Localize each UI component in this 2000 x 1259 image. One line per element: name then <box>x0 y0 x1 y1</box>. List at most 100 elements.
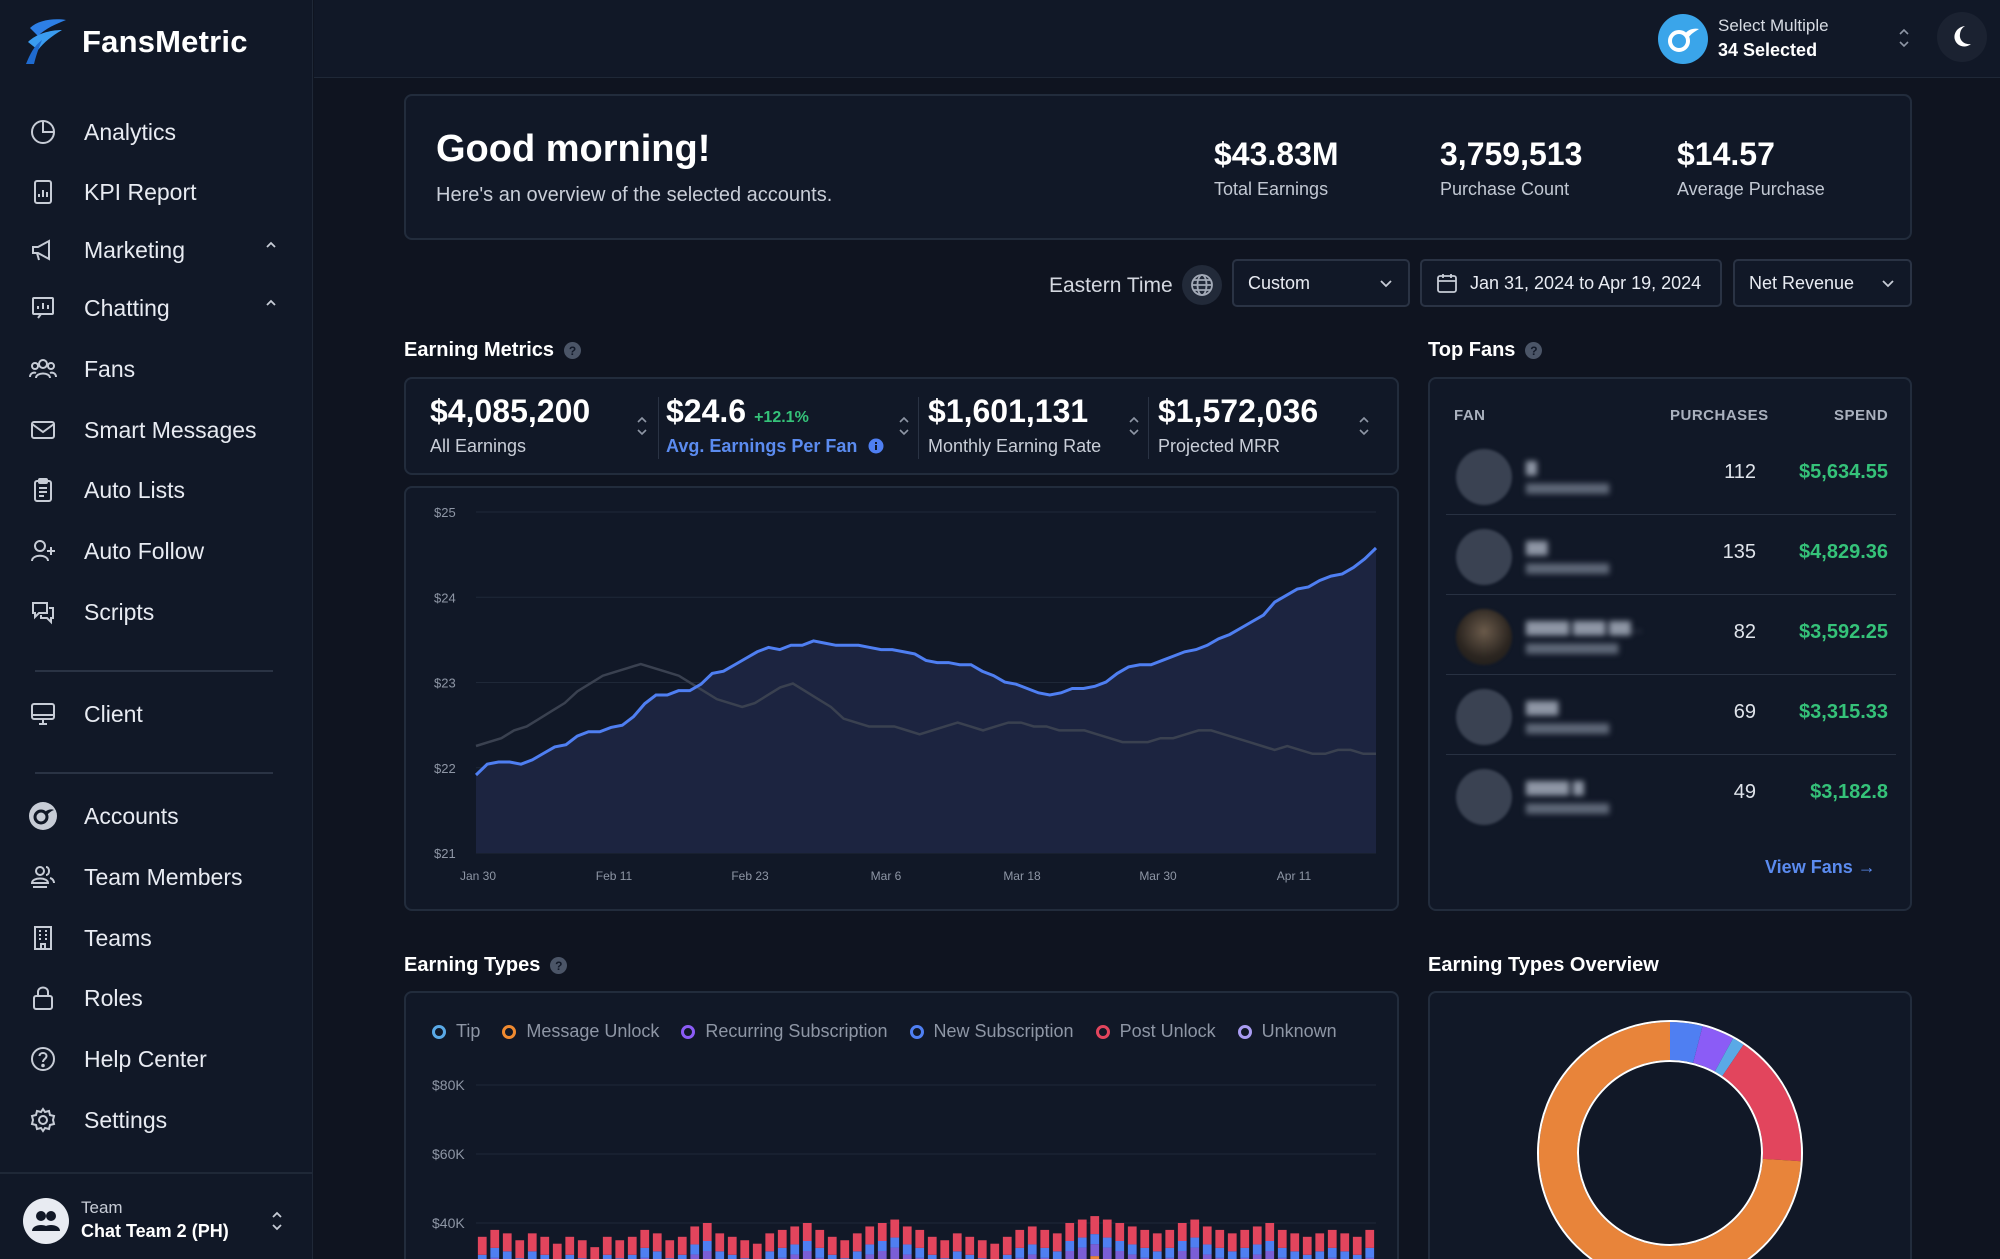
help-icon <box>28 1044 58 1074</box>
y-tick-label: $24 <box>434 590 456 605</box>
chevron-up-icon <box>266 299 276 306</box>
sidebar-item-help-center[interactable]: Help Center <box>28 1035 288 1083</box>
stacked-bar <box>677 1236 687 1259</box>
bar-segment-post-unlock <box>515 1240 525 1259</box>
metric-select[interactable]: Net Revenue <box>1733 259 1912 307</box>
bar-segment-post-unlock <box>502 1233 512 1252</box>
stacked-bar <box>1115 1223 1125 1259</box>
sidebar-item-roles[interactable]: Roles <box>28 974 288 1022</box>
help-icon[interactable]: ? <box>1525 342 1543 359</box>
bar-segment-new-subscription <box>815 1247 825 1258</box>
sidebar-item-accounts[interactable]: Accounts <box>28 792 288 840</box>
sidebar-item-settings[interactable]: Settings <box>28 1096 288 1144</box>
bar-segment-new-subscription <box>1115 1241 1125 1251</box>
bar-segment-recurring-subscription <box>1140 1257 1150 1259</box>
bar-segment-post-unlock <box>890 1219 900 1238</box>
stacked-bar <box>752 1243 762 1259</box>
stacked-bar <box>1327 1229 1337 1259</box>
x-tick-label: Mar 30 <box>1139 869 1177 883</box>
sidebar-item-team-members[interactable]: Team Members <box>28 853 288 901</box>
bar-segment-post-unlock <box>565 1236 575 1255</box>
legend-item-recurring-subscription[interactable]: Recurring Subscription <box>681 1021 888 1042</box>
bar-segment-new-subscription <box>1002 1254 1012 1259</box>
bar-segment-post-unlock <box>1352 1236 1362 1255</box>
table-row[interactable]: ▇▇▇ ▆▆▆▆▆▆▆▆▆ 69 $3,315.33 <box>1446 675 1896 755</box>
table-row[interactable]: ▇▇ ▆▆▆▆▆▆▆▆▆ 135 $4,829.36 <box>1446 515 1896 595</box>
bar-segment-new-subscription <box>627 1254 637 1259</box>
x-tick-label: Feb 11 <box>596 869 633 883</box>
table-row[interactable]: ▇▇▇▇ ▇ ▆▆▆▆▆▆▆▆▆ 49 $3,182.8 <box>1446 755 1896 835</box>
legend-item-new-subscription[interactable]: New Subscription <box>909 1021 1074 1042</box>
range-preset-select[interactable]: Custom <box>1232 259 1410 307</box>
earning-types-legend: Tip Message Unlock Recurring Subscriptio… <box>432 1021 1337 1042</box>
bar-segment-post-unlock <box>752 1243 762 1259</box>
sort-icon[interactable] <box>898 413 910 439</box>
bar-segment-recurring-subscription <box>902 1254 912 1259</box>
bar-segment-new-subscription <box>477 1254 487 1259</box>
top-fans-title: Top Fans ? <box>1428 339 1543 362</box>
sort-icon[interactable] <box>636 413 648 439</box>
legend-item-message-unlock[interactable]: Message Unlock <box>502 1021 659 1042</box>
sidebar-item-kpi-report[interactable]: KPI Report <box>28 168 288 216</box>
bar-segment-new-subscription <box>502 1251 512 1259</box>
help-icon[interactable]: ? <box>564 342 582 359</box>
stat-purchase-count: 3,759,513 Purchase Count <box>1440 136 1583 199</box>
team-switcher[interactable]: Team Chat Team 2 (PH) <box>0 1172 313 1259</box>
legend-item-post-unlock[interactable]: Post Unlock <box>1095 1021 1216 1042</box>
sidebar-item-auto-lists[interactable]: Auto Lists <box>28 466 288 514</box>
bar-segment-new-subscription <box>915 1247 925 1258</box>
metric-projected-mrr[interactable]: $1,572,036 Projected MRR <box>1158 393 1319 456</box>
logo[interactable]: FansMetric <box>24 18 248 66</box>
bar-segment-recurring-subscription <box>1040 1257 1050 1259</box>
sidebar-item-marketing[interactable]: Marketing <box>28 226 288 274</box>
stacked-bar <box>665 1240 675 1259</box>
bar-segment-new-subscription <box>1052 1251 1062 1259</box>
account-multi-select[interactable]: Select Multiple 34 Selected <box>1658 12 1909 66</box>
info-icon[interactable] <box>868 438 884 454</box>
bar-segment-new-subscription <box>965 1254 975 1259</box>
metric-all-earnings[interactable]: $4,085,200 All Earnings <box>430 393 591 456</box>
date-range-picker[interactable]: Jan 31, 2024 to Apr 19, 2024 <box>1420 259 1722 307</box>
sidebar-item-smart-messages[interactable]: Smart Messages <box>28 406 288 454</box>
sidebar-item-teams[interactable]: Teams <box>28 914 288 962</box>
theme-toggle-button[interactable] <box>1937 12 1987 62</box>
blurred-fan-name: ▇▇▇▇ ▇ ▆▆▆▆▆▆▆▆▆ <box>1526 779 1610 814</box>
stacked-bar-chart-svg: $80K $60K $40K <box>432 1077 1376 1259</box>
bar-segment-post-unlock <box>1202 1226 1212 1245</box>
sidebar-item-scripts[interactable]: Scripts <box>28 588 288 636</box>
table-row[interactable]: ▇ ▆▆▆▆▆▆▆▆▆ 112 $5,634.55 <box>1446 435 1896 515</box>
sidebar-item-client[interactable]: Client <box>28 690 288 738</box>
bar-segment-post-unlock <box>1290 1233 1300 1252</box>
bar-segment-new-subscription <box>602 1254 612 1259</box>
help-icon[interactable]: ? <box>550 957 568 974</box>
moon-icon <box>1954 26 1971 47</box>
sidebar-item-label: Auto Lists <box>84 476 185 503</box>
stacked-bar <box>602 1236 612 1259</box>
table-row[interactable]: ▇▇▇▇ ▇▇▇ ▇▇... ▆▆▆▆▆▆▆▆▆▆ 82 $3,592.25 <box>1446 595 1896 675</box>
clipboard-icon <box>28 475 58 505</box>
column-header-spend: SPEND <box>1834 407 1889 424</box>
metric-monthly-earning-rate[interactable]: $1,601,131 Monthly Earning Rate <box>928 393 1102 456</box>
stacked-bar <box>627 1236 637 1259</box>
donut-slice-new-subscription <box>1669 1022 1703 1064</box>
legend-item-unknown[interactable]: Unknown <box>1237 1021 1337 1042</box>
legend-ring-icon <box>1095 1024 1110 1039</box>
bar-segment-new-subscription <box>1265 1241 1275 1251</box>
sidebar-item-label: Analytics <box>84 118 177 145</box>
view-fans-link[interactable]: View Fans → <box>1765 857 1876 877</box>
sort-icon[interactable] <box>1128 413 1140 439</box>
metric-avg-earnings-per-fan[interactable]: $24.6 +12.1% Avg. Earnings Per Fan <box>666 393 884 457</box>
sort-icon[interactable] <box>1358 413 1370 439</box>
sidebar-item-chatting[interactable]: Chatting <box>28 284 288 332</box>
sidebar-item-auto-follow[interactable]: Auto Follow <box>28 527 288 575</box>
team-icon <box>32 1211 60 1231</box>
fan-purchases: 82 <box>1733 621 1756 643</box>
legend-item-tip[interactable]: Tip <box>432 1021 480 1042</box>
timezone-button[interactable] <box>1182 265 1222 305</box>
sidebar-item-fans[interactable]: Fans <box>28 345 288 393</box>
sidebar-item-analytics[interactable]: Analytics <box>28 108 288 156</box>
bar-segment-recurring-subscription <box>1015 1257 1025 1259</box>
bar-segment-recurring-subscription <box>1277 1257 1287 1259</box>
bar-segment-post-unlock <box>802 1223 812 1241</box>
bar-segment-new-subscription <box>1315 1251 1325 1259</box>
